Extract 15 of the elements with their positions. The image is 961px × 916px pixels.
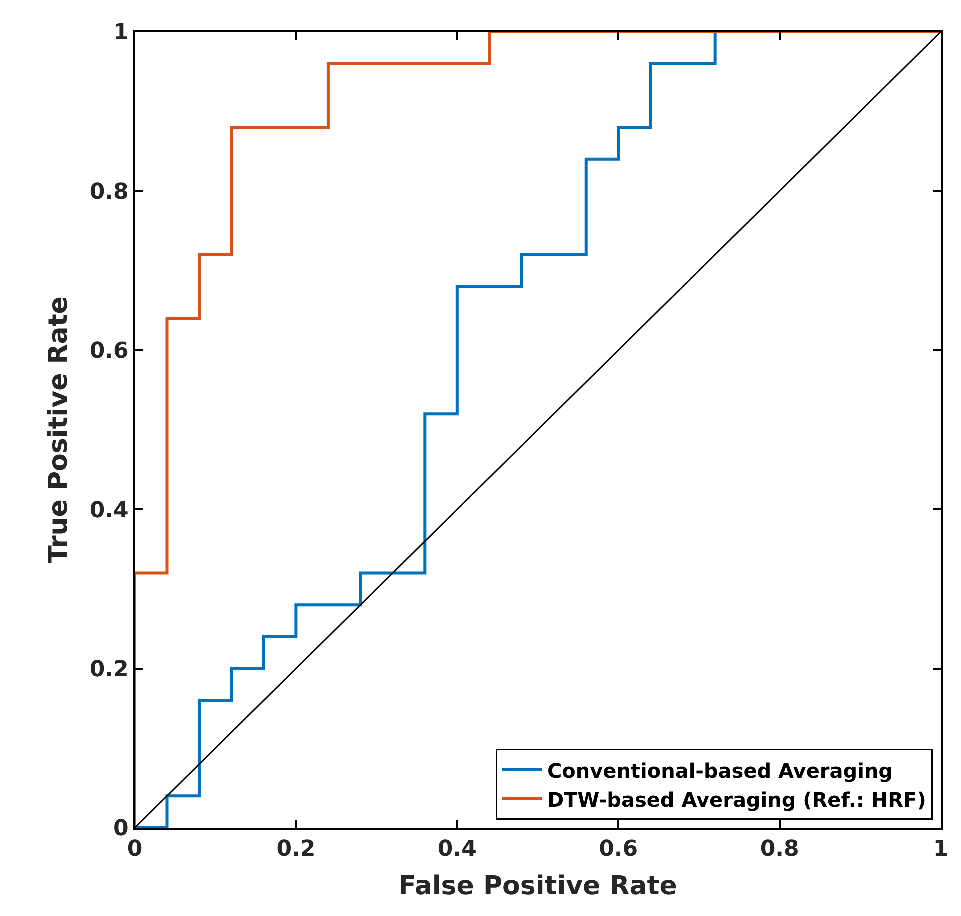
x-tick-label: 0.4 [438, 837, 477, 862]
x-tick-label: 0.2 [276, 837, 316, 862]
x-tick-label: 0.6 [599, 837, 638, 862]
legend-label: Conventional-based Averaging [547, 758, 894, 783]
legend-label: DTW-based Averaging (Ref.: HRF) [547, 788, 926, 812]
y-tick-label: 0.4 [90, 498, 129, 524]
y-tick-label: 0.6 [90, 339, 129, 364]
x-tick-label: 0.8 [760, 837, 800, 862]
x-tick-label: 1 [933, 837, 949, 862]
y-tick-label: 1 [114, 20, 129, 46]
y-tick-label: 0.2 [90, 658, 129, 682]
x-axis-title: False Positive Rate [398, 871, 678, 902]
y-tick-label: 0.8 [90, 180, 129, 205]
y-tick-label: 0 [114, 816, 129, 842]
y-axis-title: True Positive Rate [44, 296, 74, 564]
